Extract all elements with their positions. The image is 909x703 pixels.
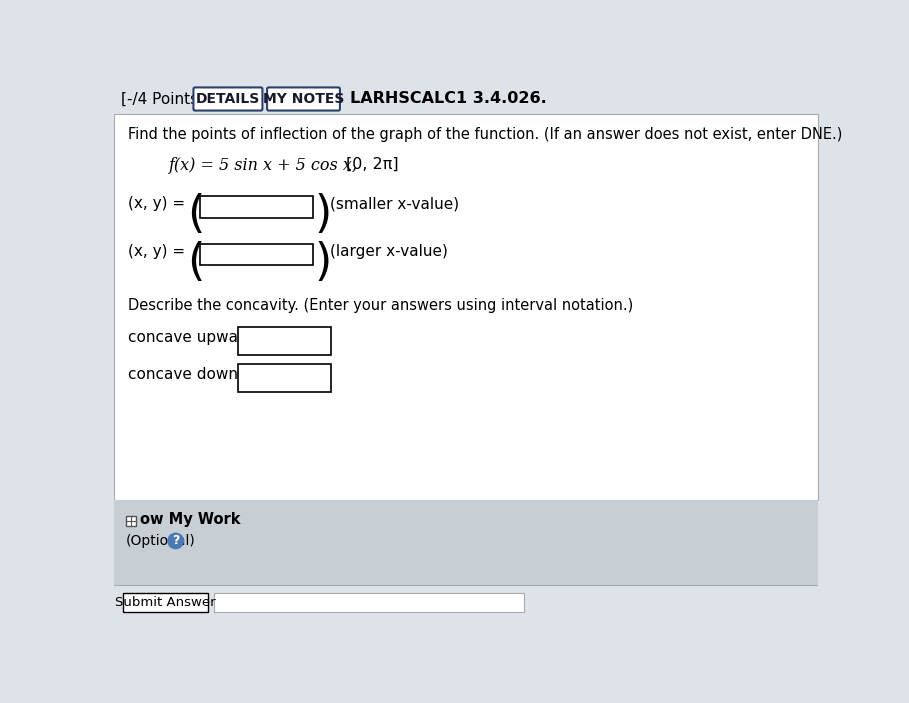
FancyBboxPatch shape [123,593,208,612]
Text: Submit Answer: Submit Answer [115,595,215,609]
FancyBboxPatch shape [126,515,136,526]
Text: concave downward: concave downward [127,367,275,382]
FancyBboxPatch shape [194,87,263,110]
Text: f(x) = 5 sin x + 5 cos x,: f(x) = 5 sin x + 5 cos x, [169,157,358,174]
Text: MY NOTES: MY NOTES [263,92,345,106]
Text: ?: ? [172,534,179,548]
Text: Find the points of inflection of the graph of the function. (If an answer does n: Find the points of inflection of the gra… [127,127,842,143]
Circle shape [168,534,184,548]
Text: concave upward: concave upward [127,330,254,345]
FancyBboxPatch shape [114,585,818,626]
FancyBboxPatch shape [114,84,818,114]
Text: ): ) [315,193,332,236]
FancyBboxPatch shape [267,87,340,110]
Text: [-/4 Points]: [-/4 Points] [122,91,205,106]
FancyBboxPatch shape [215,593,524,612]
Text: LARHSCALC1 3.4.026.: LARHSCALC1 3.4.026. [350,91,546,106]
Text: DETAILS: DETAILS [195,92,260,106]
FancyBboxPatch shape [237,327,331,354]
Text: [0, 2π]: [0, 2π] [346,157,399,172]
FancyBboxPatch shape [200,196,313,217]
Text: ): ) [315,240,332,284]
FancyBboxPatch shape [200,244,313,265]
Text: (Optional): (Optional) [126,534,195,548]
Text: (: ( [187,240,205,284]
FancyBboxPatch shape [114,114,818,500]
Text: (x, y) =: (x, y) = [127,244,185,259]
Text: (x, y) =: (x, y) = [127,196,185,211]
Text: (larger x-value): (larger x-value) [330,244,448,259]
FancyBboxPatch shape [114,500,818,585]
Text: Describe the concavity. (Enter your answers using interval notation.): Describe the concavity. (Enter your answ… [127,297,633,313]
FancyBboxPatch shape [114,84,818,626]
Text: (: ( [187,193,205,236]
Text: (smaller x-value): (smaller x-value) [330,196,459,211]
Text: ow My Work: ow My Work [140,512,241,527]
FancyBboxPatch shape [237,364,331,392]
